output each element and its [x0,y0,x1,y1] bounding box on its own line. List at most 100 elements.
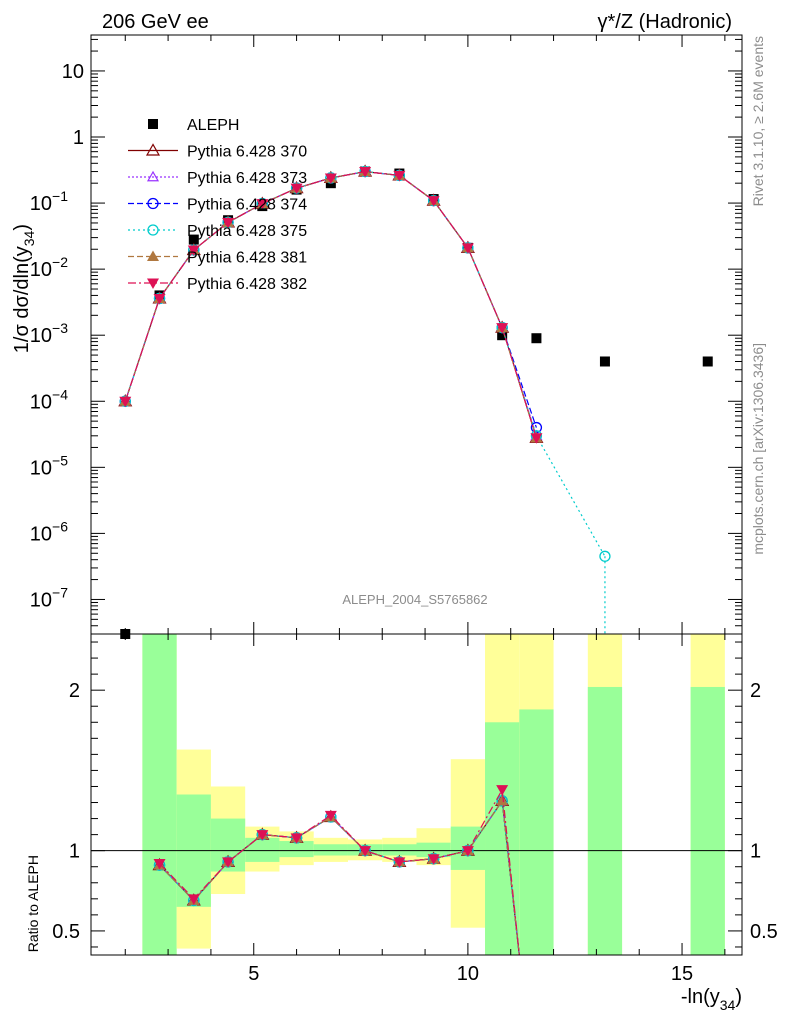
y-tick-label-main-4: 10−3 [30,320,68,347]
x-axis-title-text: -ln(y [681,986,720,1008]
y-tick-label-base: 10 [30,325,52,347]
legend-marker-data [148,119,158,129]
y-axis-title-main: 1/σ dσ/dln(y34) [11,224,37,353]
main-point-p382-6 [324,173,337,184]
x-axis-title-subscript: 34 [720,997,736,1013]
y-tick-label-base: 10 [30,523,52,545]
legend-label-p373: Pythia 6.428 373 [187,170,307,187]
y-tick-label-base: 10 [30,193,52,215]
main-point-data-11 [497,330,508,341]
band-inner-7 [382,844,417,856]
band-inner-3 [245,837,280,862]
ratio-point-p382-3 [256,830,269,841]
y-tick-label-main-3: 10−2 [30,254,68,281]
y-tick-label-main-7: 10−6 [30,518,68,545]
y-tick-label-base: 10 [30,391,52,413]
ratio-point-p382-9 [461,846,474,857]
band-inner-12 [587,686,623,955]
ratio-point-p381-10 [496,794,509,806]
main-point-p375-13 [599,550,611,562]
legend-label-p375: Pythia 6.428 375 [187,223,307,240]
ratio-line-p382 [159,787,520,956]
legend-label-p370: Pythia 6.428 370 [187,144,307,161]
legend-label-p374: Pythia 6.428 374 [187,197,307,214]
y-tick-label-main-5: 10−4 [30,386,68,413]
y-tick-label-exponent: −1 [52,188,68,204]
y-axis-title-ratio: Ratio to ALEPH [25,855,41,952]
y-tick-label-main-2: 10−1 [30,188,68,215]
ratio-point-p382-4 [290,833,303,844]
header-left-label: 206 GeV ee [102,11,209,33]
main-point-p382-0 [119,396,132,408]
ratio-uncertainty-bands [142,634,725,955]
y-tick-label-ratio-left-2: 2 [69,680,80,702]
main-point-p382-3 [222,217,235,229]
x-tick-label-15: 15 [671,963,693,985]
y-tick-label-main-1: 1 [73,127,84,149]
y-axis-title-main-subscript: 34 [21,230,37,246]
ratio-point-p382-2 [222,857,235,868]
main-point-data-14 [702,356,713,367]
y-axis-title-main-text: 1/σ dσ/dln(y [11,246,33,353]
y-tick-label-ratio-left-0.5: 0.5 [52,921,80,943]
rivet-label: Rivet 3.1.10, ≥ 2.6M events [750,36,766,206]
main-series-layer [118,164,713,639]
main-point-p382-11 [496,323,509,334]
y-axis-title-main-close: ) [11,224,33,231]
main-point-p382-8 [393,170,406,182]
main-point-data-2 [188,234,199,245]
x-axis-title-close: ) [735,986,742,1008]
legend-marker-p370 [145,143,161,156]
y-tick-label-exponent: −6 [52,518,68,534]
y-tick-label-exponent: −5 [52,452,68,468]
ratio-point-p382-10 [496,785,509,796]
y-tick-label-base: 10 [30,457,52,479]
legend-marker-p382 [147,278,159,289]
legend-marker-p375 [147,224,159,236]
ratio-point-p382-0 [153,859,166,870]
x-axis-title: -ln(y34) [681,986,742,1013]
ratio-plot-frame [90,633,743,956]
main-point-p382-1 [153,293,166,305]
legend-label-data: ALEPH [187,117,239,134]
x-tick-label-10: 10 [457,963,479,985]
y-tick-label-ratio-right-0.5: 0.5 [750,921,778,943]
band-inner-8 [416,842,451,858]
main-point-p382-5 [290,183,303,195]
y-tick-label-exponent: −2 [52,254,68,270]
band-inner-13 [690,686,725,955]
ratio-point-p382-5 [324,810,337,822]
ratio-point-p382-6 [359,846,372,857]
main-point-data-12 [531,333,542,344]
header-right-label: γ*/Z (Hadronic) [598,11,732,33]
y-tick-label-ratio-right-2: 2 [750,680,761,702]
watermark-label: ALEPH_2004_S5765862 [342,592,487,607]
x-tick-label-5: 5 [248,963,259,985]
band-inner-11 [519,709,554,955]
mcplots-label: mcplots.cern.ch [arXiv:1306.3436] [750,343,766,555]
main-point-p382-10 [461,243,474,254]
main-point-p382-12 [530,433,543,444]
legend-marker-p381 [147,250,159,261]
band-inner-4 [279,841,314,858]
ratio-series-layer [152,785,520,956]
main-point-p382-9 [427,196,440,207]
y-tick-label-ratio-left-1: 1 [69,841,80,863]
legend-marker-p373 [146,170,160,182]
y-tick-label-base: 10 [30,259,52,281]
legend-label-p382: Pythia 6.428 382 [187,276,307,293]
main-point-data-13 [599,356,610,367]
y-tick-label-exponent: −3 [52,320,68,336]
legend: ALEPH Pythia 6.428 370 Pythia 6.428 373 Pyt… [128,117,307,293]
ratio-point-p382-7 [393,857,406,868]
plot-frames [90,34,743,956]
band-inner-5 [313,844,348,856]
band-inner-10 [485,722,520,955]
y-tick-label-base: 10 [30,589,52,611]
y-tick-label-exponent: −4 [52,386,68,402]
y-tick-label-main-6: 10−5 [30,452,68,479]
y-tick-label-main-8: 10−7 [30,584,68,611]
main-point-p382-4 [256,199,269,210]
main-point-p382-2 [187,245,200,256]
band-inner-0 [142,634,177,955]
